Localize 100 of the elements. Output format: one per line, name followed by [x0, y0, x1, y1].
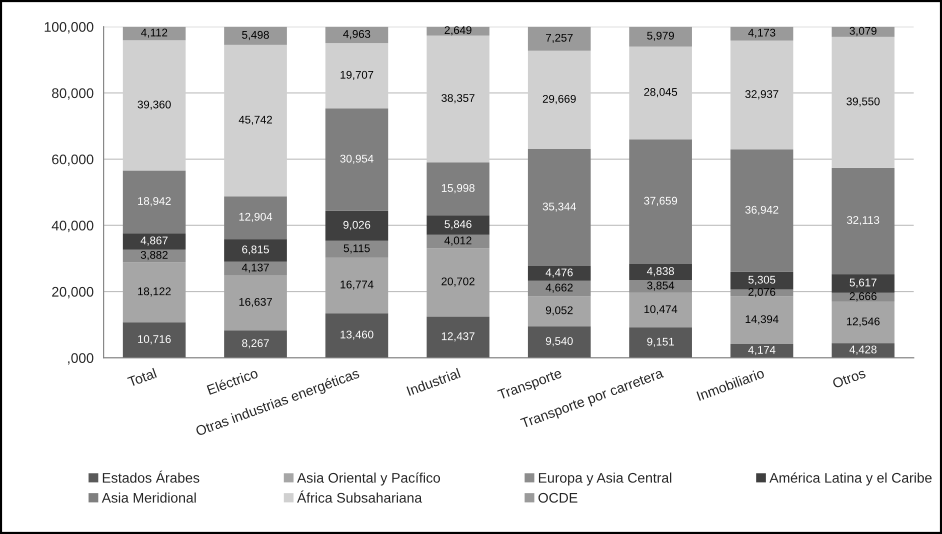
- data-label: 18,122: [138, 287, 171, 297]
- x-tick-label: Otros: [832, 368, 866, 388]
- bar: [426, 234, 490, 248]
- bar: [730, 296, 794, 344]
- bar: [629, 280, 692, 293]
- bar: [730, 289, 794, 296]
- y-tick-label: ,000: [68, 353, 94, 365]
- bar: [629, 26, 692, 46]
- bar: [325, 313, 388, 358]
- legend-label: Asia Meridional: [102, 492, 196, 503]
- data-label: 3,854: [647, 282, 674, 291]
- data-label: 12,904: [239, 212, 272, 222]
- data-label: 2,076: [748, 288, 776, 298]
- data-label: 2,666: [850, 292, 877, 302]
- legend-label: Europa y Asia Central: [538, 472, 672, 486]
- bar: [528, 296, 591, 326]
- bar: [122, 233, 186, 250]
- data-label: 14,394: [746, 315, 779, 324]
- data-label: 4,174: [748, 346, 776, 356]
- bar: [122, 170, 186, 234]
- bar: [629, 264, 692, 280]
- y-tick-label: 20,000: [52, 286, 94, 298]
- data-label: 4,112: [141, 28, 168, 38]
- data-label: 10,474: [644, 305, 678, 314]
- data-label: 29,669: [542, 94, 576, 104]
- data-label: 9,026: [343, 220, 370, 230]
- data-label: 3,079: [850, 26, 876, 36]
- data-label: 6,815: [242, 245, 269, 255]
- data-label: 37,659: [644, 196, 678, 206]
- bar: [528, 266, 591, 281]
- data-label: 5,617: [850, 278, 876, 288]
- bar: [629, 292, 692, 328]
- data-label: 15,998: [442, 184, 475, 194]
- bar: [629, 327, 692, 358]
- bar: [426, 35, 490, 162]
- data-label: 5,305: [748, 276, 776, 285]
- data-label: 4,137: [242, 264, 269, 273]
- bar: [426, 316, 490, 358]
- data-label: 12,437: [442, 332, 474, 342]
- bar: [325, 258, 388, 314]
- bar: [730, 272, 794, 290]
- bar: [224, 26, 287, 45]
- data-label: 4,838: [646, 267, 674, 276]
- data-label: 45,742: [238, 116, 272, 125]
- bar: [629, 46, 692, 140]
- bar: [325, 26, 388, 44]
- data-label: 10,716: [138, 335, 171, 344]
- data-label: 2,649: [444, 26, 472, 36]
- bar: [832, 274, 894, 293]
- data-label: 35,344: [542, 202, 576, 212]
- data-label: 4,662: [546, 284, 573, 293]
- data-label: 19,707: [340, 70, 374, 80]
- data-label: 9,052: [546, 306, 573, 316]
- data-label: 5,979: [647, 32, 674, 41]
- bar: [224, 196, 287, 240]
- data-label: 36,942: [745, 206, 778, 216]
- bar: [426, 215, 490, 235]
- bar: [224, 239, 287, 262]
- data-label: 16,774: [340, 280, 374, 290]
- bar: [832, 36, 894, 168]
- bar: [528, 326, 591, 358]
- data-label: 4,867: [140, 236, 168, 246]
- legend-label: Asia Oriental y Pacífico: [297, 472, 440, 486]
- bar: [325, 240, 388, 258]
- bar: [832, 302, 894, 344]
- data-label: 4,012: [444, 236, 472, 246]
- data-label: 39,550: [846, 97, 880, 107]
- data-label: 28,045: [644, 88, 678, 98]
- data-label: 5,498: [242, 30, 269, 40]
- bar: [426, 248, 490, 317]
- bar: [325, 108, 388, 211]
- data-label: 4,963: [343, 30, 370, 40]
- data-label: 32,937: [745, 90, 778, 100]
- data-label: 16,637: [239, 298, 272, 308]
- data-label: 4,173: [748, 28, 776, 38]
- bar: [730, 26, 794, 41]
- data-label: 3,882: [140, 250, 168, 260]
- bar: [730, 150, 794, 272]
- bar: [528, 148, 591, 266]
- data-label: 18,942: [138, 197, 171, 206]
- bar: [528, 26, 591, 51]
- bar: [224, 330, 287, 358]
- bar: [122, 249, 186, 262]
- data-label: 30,954: [340, 154, 374, 164]
- data-label: 8,267: [242, 339, 269, 348]
- data-label: 7,257: [546, 34, 573, 44]
- bar: [224, 262, 287, 276]
- bar: [832, 168, 894, 274]
- data-label: 38,357: [441, 94, 474, 104]
- data-label: 5,846: [444, 220, 472, 230]
- legend-label: Estados Árabes: [102, 470, 200, 483]
- legend-label: OCDE: [538, 492, 578, 503]
- bar: [528, 280, 591, 296]
- bar: [224, 44, 287, 196]
- bar: [122, 262, 186, 322]
- data-label: 39,360: [138, 100, 171, 110]
- data-label: 9,540: [546, 337, 573, 346]
- bar: [122, 322, 186, 358]
- data-label: 4,476: [546, 268, 573, 278]
- bar: [224, 275, 287, 330]
